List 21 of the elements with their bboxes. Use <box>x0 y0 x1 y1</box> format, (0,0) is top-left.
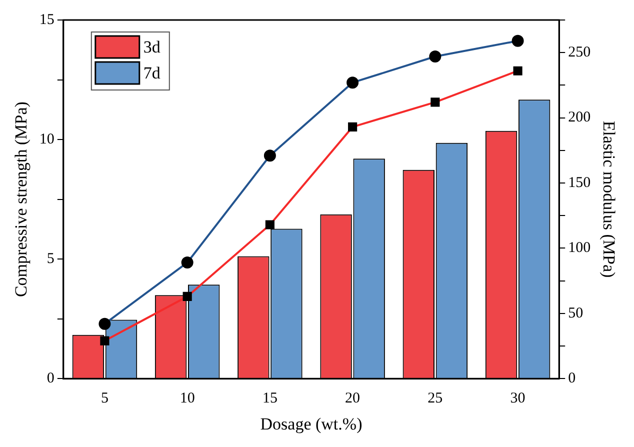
y2-tick-label: 100 <box>568 240 591 256</box>
y2-tick-label: 0 <box>568 370 576 387</box>
x-tick-label: 25 <box>428 390 443 407</box>
x-tick-label: 15 <box>262 390 278 407</box>
y-tick-label: 5 <box>46 251 54 268</box>
x-tick-label: 10 <box>180 390 195 407</box>
y-tick-label: 10 <box>39 131 54 148</box>
x-tick-label: 20 <box>345 390 360 407</box>
x-tick-label: 30 <box>510 390 526 407</box>
y-tick-label: 15 <box>39 12 54 28</box>
y2-tick-label: 50 <box>568 305 584 322</box>
x-tick-label: 5 <box>100 390 108 407</box>
y2-tick-label: 200 <box>568 110 591 126</box>
x-axis-title: Dosage (wt.%) <box>260 414 362 434</box>
legend-label: 3d <box>143 37 161 56</box>
y2-tick-label: 250 <box>568 44 591 61</box>
y2-axis-title: Elastic modulus (MPa) <box>599 120 618 278</box>
legend-label: 7d <box>143 63 161 82</box>
y2-tick-label: 150 <box>568 174 591 191</box>
y-axis-title: Compressive strength (MPa) <box>12 102 31 298</box>
y-tick-label: 0 <box>46 370 54 387</box>
